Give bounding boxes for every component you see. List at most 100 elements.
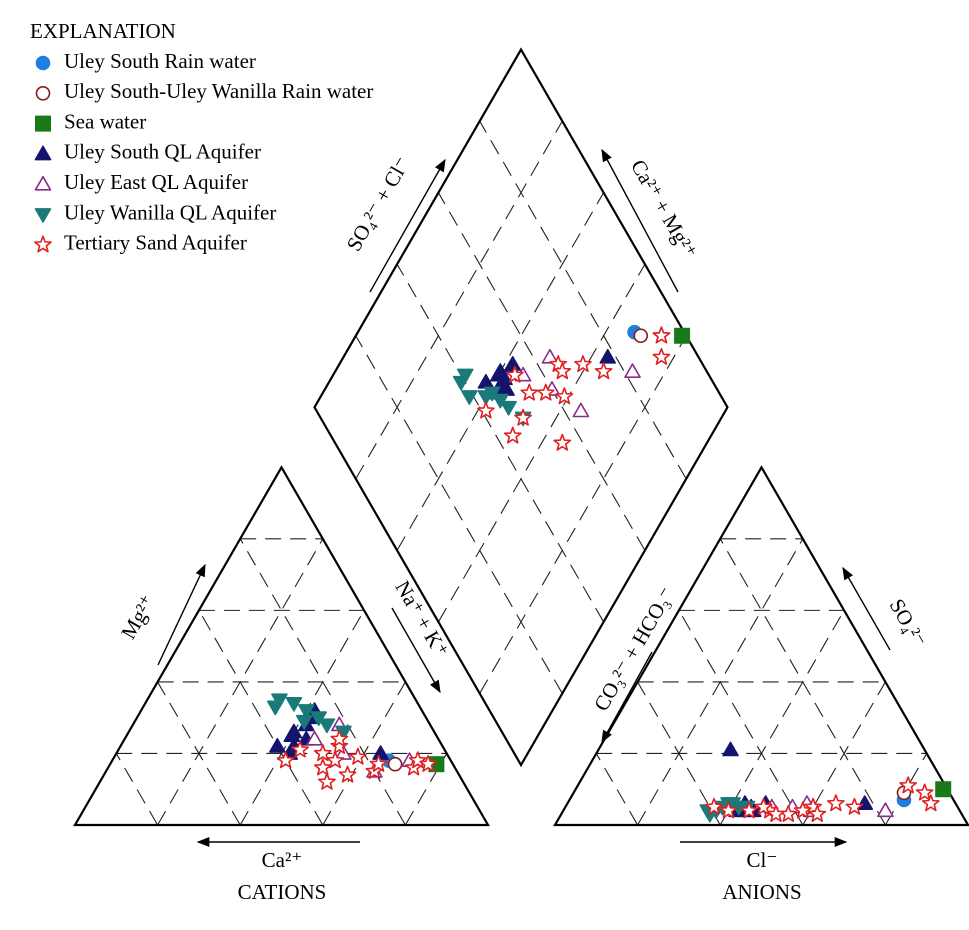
marker [915,783,934,801]
marker [877,802,894,818]
marker [330,729,349,747]
axis-arrow [601,651,653,744]
marker [276,751,295,769]
grid-line [355,335,563,694]
legend-marker [34,175,52,191]
marker [387,756,403,772]
marker [461,390,478,405]
marker [505,365,524,383]
grid-line [396,263,605,623]
marker [369,754,388,772]
marker [306,730,323,746]
marker [633,328,649,344]
diamond [313,47,729,768]
triangle-title: ANIONS [722,880,801,904]
marker [408,751,427,769]
grid-line [637,681,721,826]
marker [318,718,336,734]
grid-line [719,610,845,826]
marker [674,327,691,344]
legend-label: Uley South Rain water [64,49,256,73]
marker [297,704,315,719]
axis-label: Ca²⁺ [262,848,303,872]
grid-line [802,681,886,826]
points [267,324,952,823]
grid-line [198,610,324,826]
marker [295,714,313,730]
grid-line [355,120,563,480]
axis-label: SO₄²⁻ + Cl⁻ [342,153,415,256]
grid-line [239,610,365,826]
marker [536,383,555,401]
marker [349,747,367,765]
grid [115,120,928,826]
legend-marker [35,115,51,132]
axis-arrow [601,148,679,293]
grid-line [437,263,646,623]
marker [520,383,539,401]
marker [456,368,474,384]
axis-label: Cl⁻ [747,848,778,872]
axis-arrow [157,563,206,666]
marker [477,401,495,419]
marker [793,801,812,819]
marker [283,727,301,743]
marker [555,387,574,405]
marker [572,402,590,418]
marker [326,751,345,769]
marker [599,348,617,364]
legend-marker [34,208,52,223]
legend: Uley South Rain water Uley South-Uley Wan… [34,49,373,255]
legend-marker [34,235,52,253]
axis-label: Mg²⁺ [116,591,160,643]
marker [313,744,332,762]
cation-triangle [73,465,490,827]
marker [514,408,532,426]
marker [767,804,785,822]
marker [330,737,349,754]
marker [419,754,437,772]
legend-marker [34,145,52,161]
grid-line [115,753,159,826]
marker [291,740,309,758]
axis-label: Ca²⁺ + Mg²⁺ [626,155,702,262]
grid-line [678,610,804,826]
marker [624,363,641,378]
legend-label: Uley South QL Aquifer [64,140,261,164]
marker [541,348,559,364]
legend-title: EXPLANATION [30,19,176,43]
marker [722,741,739,757]
legend-label: Sea water [64,109,146,133]
grid-line [404,753,448,826]
legend-label: Uley East QL Aquifer [64,170,248,194]
marker [652,347,671,365]
marker [826,794,845,812]
marker [269,738,286,753]
marker [483,386,501,402]
marker [553,433,572,451]
legend-marker [35,86,51,101]
legend-label: Uley Wanilla QL Aquifer [64,200,276,224]
axis-arrow [391,607,441,694]
grid-line [322,681,406,826]
grid-line [479,120,687,480]
axis-arrow [369,158,446,293]
marker [594,362,613,380]
marker [313,758,332,776]
marker [754,797,773,815]
anion-triangle [553,465,969,827]
legend-marker [35,55,51,71]
marker [285,696,303,712]
axis-label: Na⁺ + K⁺ [390,576,453,661]
marker [740,801,758,819]
marker [338,765,357,783]
legend-label: Uley South-Uley Wanilla Rain water [64,79,373,103]
grid-line [595,753,639,826]
marker [574,355,592,373]
marker [935,781,952,798]
grid-line [157,681,241,826]
axis-arrow [842,566,891,651]
marker [899,776,917,794]
marker [921,794,940,812]
marker [500,400,517,416]
